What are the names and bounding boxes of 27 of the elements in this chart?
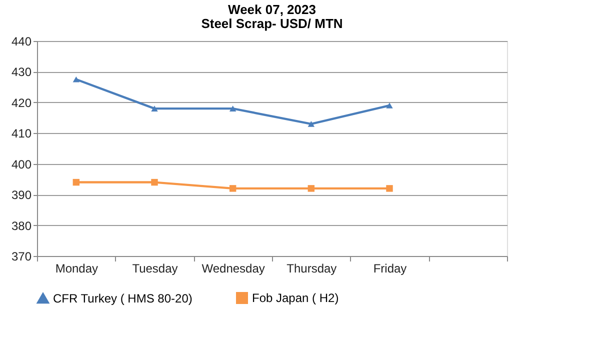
legend-label: Fob Japan ( H2): [252, 291, 339, 305]
y-tick-label: 400: [11, 157, 32, 172]
point: [229, 106, 236, 112]
y-tick-label: 420: [11, 96, 32, 110]
y-tick-label: 410: [11, 126, 32, 141]
x-tick-label: Friday: [373, 262, 407, 276]
point: [229, 185, 236, 192]
y-tick-label: 430: [11, 65, 32, 80]
point: [308, 121, 315, 127]
chart-title: Week 07, 2023: [228, 2, 316, 17]
x-tick-label: Wednesday: [202, 262, 265, 276]
point: [386, 185, 393, 192]
point: [72, 76, 80, 82]
y-tick-label: 440: [11, 34, 32, 48]
point: [386, 102, 393, 108]
legend-label: CFR Turkey ( HMS 80-20): [53, 291, 192, 306]
y-tick-label: 380: [11, 218, 32, 233]
x-tick-label: Monday: [55, 262, 98, 276]
y-tick-label: 370: [11, 250, 32, 264]
point: [151, 178, 158, 186]
y-tick-label: 390: [11, 188, 32, 202]
chart-subtitle: Steel Scrap- USD/ MTN: [201, 16, 343, 31]
point: [151, 106, 158, 112]
point: [308, 185, 315, 192]
x-tick-label: Tuesday: [132, 262, 178, 276]
point: [72, 178, 80, 186]
x-tick-label: Thursday: [286, 262, 337, 276]
